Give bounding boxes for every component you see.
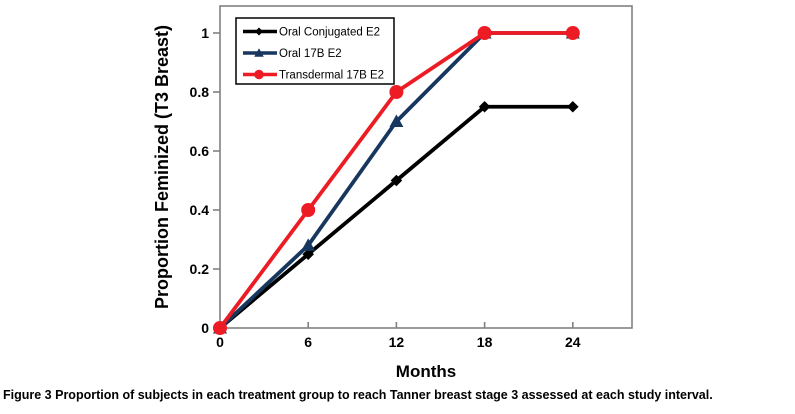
data-point-oral-conjugated-e2-m24 (567, 100, 579, 113)
data-point-oral-17b-e2-m12 (389, 114, 404, 127)
x-tick-label: 12 (389, 334, 405, 350)
x-tick-label: 24 (565, 334, 581, 350)
data-point-oral-17b-e2-m6 (301, 238, 316, 251)
y-tick-label: 0.4 (190, 202, 210, 218)
legend-label-transdermal-17b-e2: Transdermal 17B E2 (279, 70, 384, 82)
data-point-transdermal-17b-e2-m18 (477, 26, 492, 40)
legend-marker-transdermal-17b-e2 (254, 69, 264, 80)
x-tick-label: 18 (477, 334, 493, 350)
x-axis-title: Months (396, 362, 456, 381)
data-point-transdermal-17b-e2-m24 (565, 26, 580, 40)
data-point-oral-conjugated-e2-m18 (478, 100, 491, 113)
legend-marker-oral-conjugated-e2 (255, 27, 263, 36)
y-tick-label: 0.6 (190, 143, 210, 159)
data-point-oral-conjugated-e2-m6 (302, 248, 314, 261)
legend-marker-oral-17b-e2 (254, 48, 264, 57)
x-tick-label: 6 (304, 334, 312, 350)
data-point-transdermal-17b-e2-m6 (301, 203, 316, 217)
figure-caption-text: Proportion of subjects in each treatment… (55, 388, 713, 402)
x-tick-label: 0 (216, 334, 224, 350)
legend-label-oral-17b-e2: Oral 17B E2 (279, 48, 342, 60)
plot-frame (219, 5, 633, 329)
y-tick-label: 1 (201, 25, 209, 41)
y-axis-title: Proportion Feminized (T3 Breast) (152, 25, 172, 309)
data-point-oral-conjugated-e2-m12 (390, 174, 403, 187)
series-line-oral-conjugated-e2 (218, 104, 573, 330)
y-tick-label: 0.8 (190, 84, 210, 100)
y-tick-label: 0.2 (190, 261, 210, 277)
y-tick-label: 0 (201, 320, 209, 336)
figure-caption: Figure 3 Proportion of subjects in each … (3, 388, 793, 402)
figure-caption-label: Figure 3 (3, 388, 52, 402)
chart-canvas: Proportion Feminized (T3 Breast) Months … (152, 5, 633, 381)
data-point-transdermal-17b-e2-m0 (213, 321, 227, 335)
data-point-transdermal-17b-e2-m12 (389, 85, 404, 99)
legend-label-oral-conjugated-e2: Oral Conjugated E2 (279, 27, 380, 39)
